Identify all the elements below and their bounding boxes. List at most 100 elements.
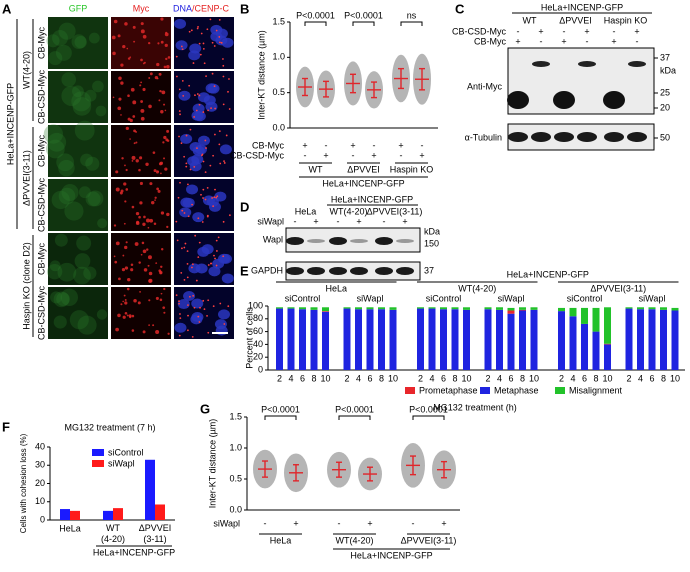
micrograph-texture xyxy=(126,47,129,50)
micrograph-texture xyxy=(85,156,100,171)
x-tick-label: 6 xyxy=(300,373,305,383)
micrograph-texture xyxy=(120,303,123,306)
micrograph-texture xyxy=(114,260,118,264)
comparison-label: P<0.0001 xyxy=(344,10,383,20)
blot xyxy=(507,47,655,115)
micrograph-texture xyxy=(221,37,234,48)
micrograph-texture xyxy=(149,182,153,186)
micrograph-texture xyxy=(143,61,146,64)
bar-segment xyxy=(581,307,588,324)
micrograph-texture xyxy=(160,40,164,44)
treatment-sign: + xyxy=(313,216,318,226)
micrograph-texture xyxy=(159,298,163,302)
blot-band xyxy=(307,239,325,243)
y-tick-label: 60 xyxy=(253,326,263,336)
micrograph-texture xyxy=(211,197,213,199)
micrograph-texture xyxy=(218,130,221,133)
bar-segment xyxy=(389,307,397,310)
y-tick-label: 0 xyxy=(258,364,263,374)
micrograph-texture xyxy=(118,277,121,281)
micrograph-texture xyxy=(145,218,150,223)
micrograph-texture xyxy=(182,94,185,97)
micrograph-texture xyxy=(214,107,217,110)
micrograph-texture xyxy=(186,262,189,265)
micrograph-texture xyxy=(56,292,70,306)
micrograph-texture xyxy=(58,159,75,177)
bar-segment xyxy=(355,309,362,370)
micrograph-texture xyxy=(192,103,205,114)
x-tick-label: 8 xyxy=(311,373,316,383)
row-sign: - xyxy=(636,36,639,46)
micrograph xyxy=(111,125,171,177)
micrograph-texture xyxy=(188,295,191,298)
treatment-label: siWapl xyxy=(257,216,284,226)
condition-label: CB-CSD-Myc xyxy=(230,150,284,160)
micrograph-texture xyxy=(147,255,152,260)
micrograph-texture xyxy=(69,310,89,330)
micrograph-texture xyxy=(204,171,207,174)
micrograph-texture xyxy=(131,160,134,162)
group-label: Haspin KO xyxy=(604,15,648,25)
micrograph-texture xyxy=(140,81,143,84)
micrograph-texture xyxy=(142,222,146,226)
micrograph-texture xyxy=(157,42,160,45)
micrograph-texture xyxy=(129,56,132,59)
micrograph-texture xyxy=(124,298,127,301)
micrograph-texture xyxy=(95,105,107,117)
micrograph-texture xyxy=(156,62,160,67)
condition-sign: + xyxy=(398,140,403,150)
group-label: Haspin KO xyxy=(390,164,434,174)
micrograph-texture xyxy=(221,273,234,284)
micrograph-texture xyxy=(132,115,136,118)
micrograph-texture xyxy=(123,222,126,225)
micrograph-texture xyxy=(166,129,170,133)
group-title: HeLa+INCENP-GFP xyxy=(322,178,404,188)
blot-band xyxy=(604,132,624,142)
column-header: /CENP-C xyxy=(192,3,230,13)
micrograph-texture xyxy=(158,269,162,273)
micrograph-texture xyxy=(124,301,128,305)
micrograph xyxy=(48,233,108,285)
micrograph-texture xyxy=(142,249,147,254)
bar-segment xyxy=(322,311,329,370)
micrograph-texture xyxy=(219,253,232,264)
micrograph-texture xyxy=(140,108,145,113)
micrograph-texture xyxy=(148,104,152,109)
y-tick-label: 40 xyxy=(35,441,45,451)
micrograph-texture xyxy=(139,290,141,293)
blot-band xyxy=(329,267,347,275)
micrograph-texture xyxy=(228,78,230,80)
micrograph xyxy=(111,233,171,285)
condition-sign: - xyxy=(338,518,341,528)
x-tick-label: 6 xyxy=(508,373,513,383)
micrograph-texture xyxy=(183,155,186,158)
micrograph-texture xyxy=(179,317,182,320)
micrograph-texture xyxy=(218,143,221,146)
micrograph-texture xyxy=(138,168,141,172)
micrograph-texture xyxy=(216,195,219,198)
micrograph-texture xyxy=(113,224,117,227)
micrograph-texture xyxy=(133,298,137,303)
micrograph-texture xyxy=(218,18,221,21)
row-sign: - xyxy=(613,26,616,36)
micrograph-texture xyxy=(179,181,181,184)
column-header: DNA xyxy=(173,3,192,13)
x-tick-label: 2 xyxy=(559,373,564,383)
micrograph-texture xyxy=(211,41,214,44)
micrograph-texture xyxy=(180,142,183,145)
y-tick-label: 0.5 xyxy=(229,473,242,483)
micrograph-texture xyxy=(178,110,181,112)
group-title: HeLa+INCENP-GFP xyxy=(507,269,589,279)
micrograph-texture xyxy=(207,331,210,334)
micrograph-texture xyxy=(160,265,163,269)
blot-label: Wapl xyxy=(263,234,283,244)
group-label: ΔPVVEI xyxy=(347,164,380,174)
micrograph-texture xyxy=(125,241,128,244)
micrograph-texture xyxy=(159,89,162,93)
micrograph-texture xyxy=(174,322,187,333)
micrograph-texture xyxy=(73,266,91,285)
treatment-label: siWapl xyxy=(357,293,384,303)
bar-segment xyxy=(660,309,667,370)
micrograph-texture xyxy=(185,134,188,137)
micrograph-texture xyxy=(198,241,201,244)
